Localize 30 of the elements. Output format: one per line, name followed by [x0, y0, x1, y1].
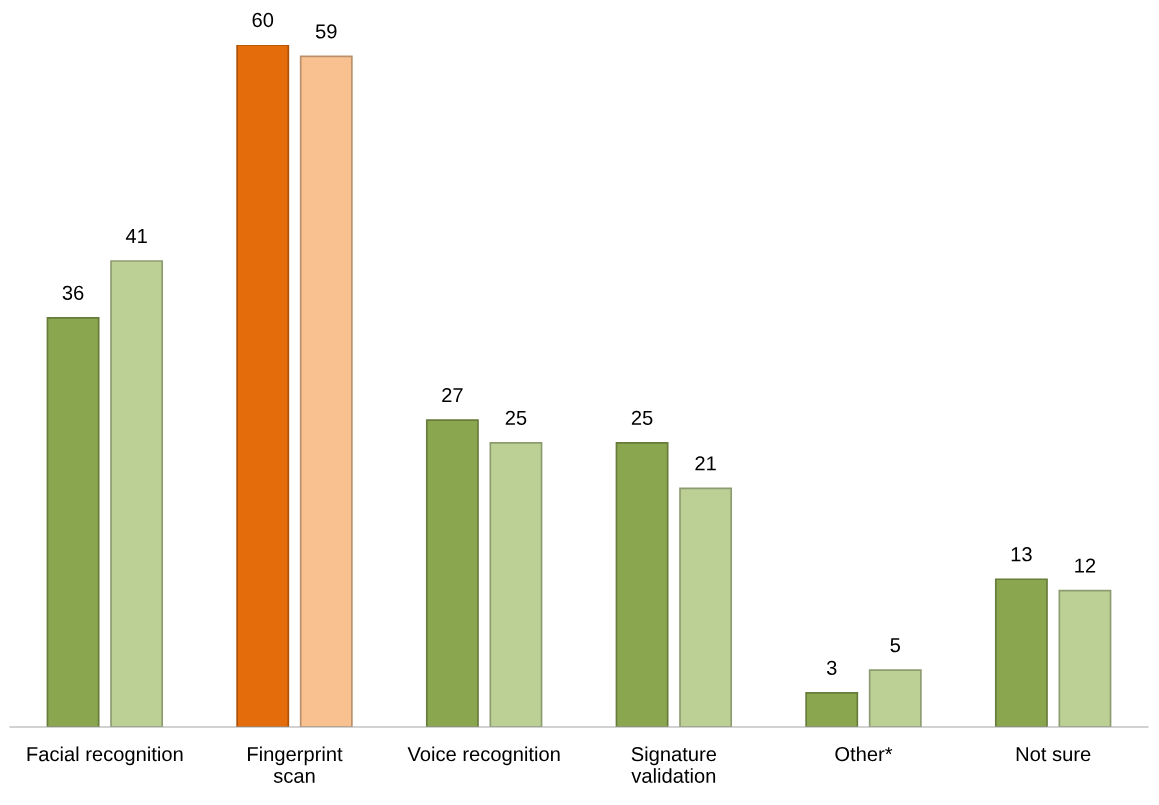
x-tick-label: Other* — [835, 746, 893, 762]
bar — [805, 692, 859, 727]
data-label: 13 — [1011, 547, 1032, 562]
x-tick-label: Signature validation — [631, 746, 717, 783]
bar — [1058, 589, 1112, 727]
bar — [868, 669, 922, 727]
data-label: 25 — [631, 410, 653, 425]
data-label: 27 — [442, 387, 463, 403]
bar — [994, 578, 1048, 727]
bar — [46, 316, 100, 727]
x-tick-label: Facial recognition — [27, 746, 183, 766]
data-label: 25 — [505, 410, 527, 425]
bar — [110, 260, 164, 727]
data-label: 12 — [1075, 558, 1096, 573]
bar — [299, 55, 353, 727]
bar — [679, 487, 733, 727]
data-label: 41 — [125, 229, 147, 243]
bar — [236, 45, 290, 727]
data-label: 60 — [252, 12, 274, 28]
x-tick-label: Voice recognition — [407, 746, 560, 766]
data-label: 5 — [890, 638, 901, 653]
data-label: 3 — [826, 660, 837, 676]
x-tick-label: Not sure — [1016, 747, 1091, 762]
bar — [615, 441, 669, 727]
bar — [489, 441, 543, 727]
data-label: 36 — [62, 285, 84, 300]
data-label: 21 — [695, 456, 716, 471]
data-label: 59 — [315, 24, 337, 39]
x-tick-label: Fingerprint scan — [248, 746, 343, 783]
bar — [425, 419, 479, 727]
